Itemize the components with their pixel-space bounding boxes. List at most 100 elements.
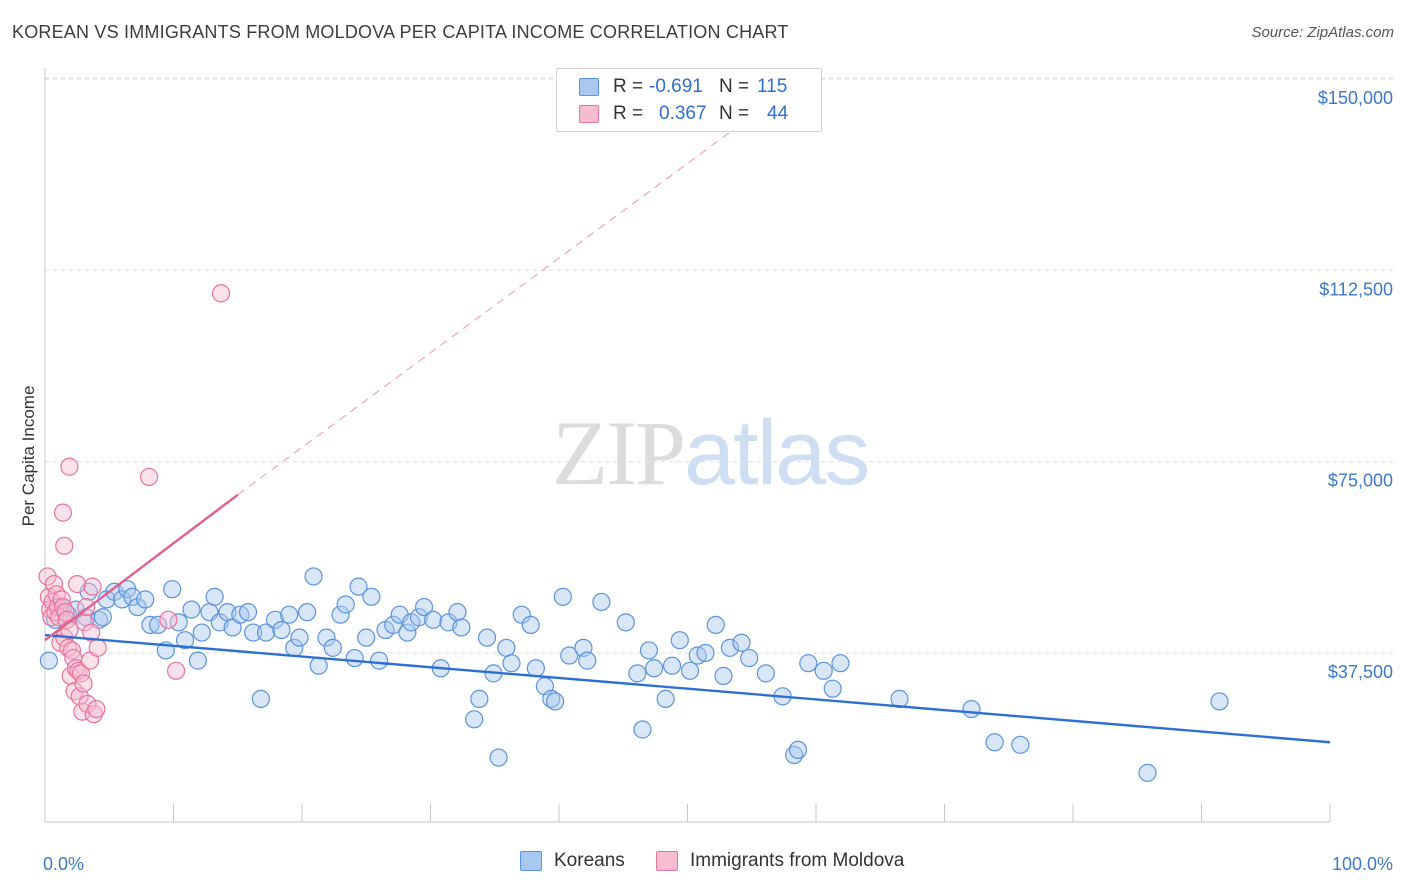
r-value: 0.367 [659, 103, 707, 124]
moldova-legend-swatch [656, 851, 678, 871]
koreans-swatch [579, 78, 599, 96]
korean-point [962, 699, 981, 719]
moldova-point [211, 284, 231, 303]
korean-point [502, 654, 521, 673]
stats-box: R = -0.691 N = 115 R = 0.367 N = 44 [556, 68, 822, 132]
x-tick-label: 100.0% [1332, 854, 1393, 874]
n-value: 44 [767, 103, 789, 124]
moldova-point [166, 661, 186, 680]
watermark: ZIPatlas [552, 400, 870, 506]
n-value: 115 [757, 76, 788, 97]
korean-point [546, 692, 565, 711]
korean-point [384, 615, 403, 635]
korean-point [175, 631, 195, 650]
korean-point [1138, 763, 1157, 782]
korean-point [188, 651, 208, 670]
y-axis-title: Per Capita Income [19, 386, 38, 527]
korean-point [141, 615, 160, 635]
moldova-trend-extension [237, 68, 817, 496]
korean-point [272, 620, 291, 640]
korean-point [238, 603, 258, 622]
moldova-point [56, 603, 75, 622]
korean-point [489, 748, 508, 767]
moldova-legend-label: Immigrants from Moldova [690, 850, 905, 871]
korean-point [251, 689, 270, 708]
legend-koreans[interactable]: Koreans [520, 850, 625, 872]
korean-point [414, 597, 434, 617]
korean-point [304, 567, 323, 586]
moldova-point [82, 623, 101, 642]
korean-point [720, 638, 740, 657]
y-tick-label: $75,000 [1328, 471, 1393, 491]
koreans-legend-label: Koreans [554, 850, 625, 871]
watermark-atlas: atlas [684, 402, 870, 504]
korean-point [336, 595, 355, 614]
korean-point [93, 608, 112, 627]
korean-point [357, 628, 376, 647]
moldova-points [38, 284, 231, 724]
korean-point [452, 618, 471, 637]
moldova-point [68, 574, 87, 594]
moldova-point [83, 577, 102, 596]
korean-point [756, 664, 775, 683]
korean-point [670, 631, 689, 650]
grid-layer [45, 77, 1396, 654]
korean-point [706, 615, 725, 635]
korean-point [244, 623, 263, 642]
trend-layer [44, 68, 1331, 744]
korean-point [560, 646, 579, 665]
korean-point [616, 613, 635, 632]
korean-point [280, 605, 299, 624]
axis-layer [44, 68, 1331, 823]
korean-point [512, 605, 531, 624]
korean-point [323, 638, 342, 657]
x-tick-label: 0.0% [43, 854, 84, 874]
korean-point [644, 659, 664, 678]
korean-point [298, 603, 317, 622]
watermark-zip: ZIP [552, 402, 686, 504]
stats-row-moldova: R = 0.367 N = 44 [579, 102, 788, 126]
korean-point [788, 740, 808, 760]
korean-point [639, 641, 659, 660]
source-label: Source: ZipAtlas.com [1251, 24, 1394, 41]
moldova-point [84, 705, 103, 724]
korean-point [265, 610, 285, 629]
moldova-point [75, 613, 94, 632]
y-tick-label: $37,500 [1328, 662, 1393, 682]
korean-point [823, 679, 842, 698]
korean-point [592, 592, 611, 612]
korean-point [985, 733, 1004, 752]
korean-point [553, 587, 572, 606]
moldova-point [78, 694, 97, 714]
korean-point [409, 608, 429, 627]
r-value: -0.691 [649, 76, 703, 97]
korean-point [1011, 735, 1030, 754]
y-tick-label: $112,500 [1319, 279, 1393, 299]
korean-point [526, 659, 545, 678]
koreans-legend-swatch [520, 851, 542, 871]
korean-point [290, 628, 309, 647]
korean-point [448, 603, 467, 622]
moldova-point [55, 536, 74, 555]
koreans-points [39, 567, 1229, 782]
korean-point [349, 577, 368, 596]
label-layer: $37,500 $75,000 $112,500 $150,000 0.0% 100.0%… [19, 88, 1393, 874]
moldova-swatch [579, 105, 599, 123]
korean-point [423, 610, 443, 629]
korean-point [662, 656, 682, 675]
korean-point [696, 643, 715, 663]
korean-point [814, 661, 833, 680]
korean-point [521, 615, 540, 635]
korean-point [148, 615, 168, 635]
korean-point [628, 664, 647, 683]
korean-point [136, 590, 155, 609]
koreans-trend-line [44, 633, 1331, 744]
legend-moldova[interactable]: Immigrants from Moldova [656, 850, 904, 872]
korean-point [633, 720, 652, 739]
korean-point [39, 651, 58, 670]
korean-point [205, 587, 224, 606]
korean-point [192, 623, 211, 642]
moldova-point [53, 503, 73, 522]
korean-point [398, 623, 417, 642]
